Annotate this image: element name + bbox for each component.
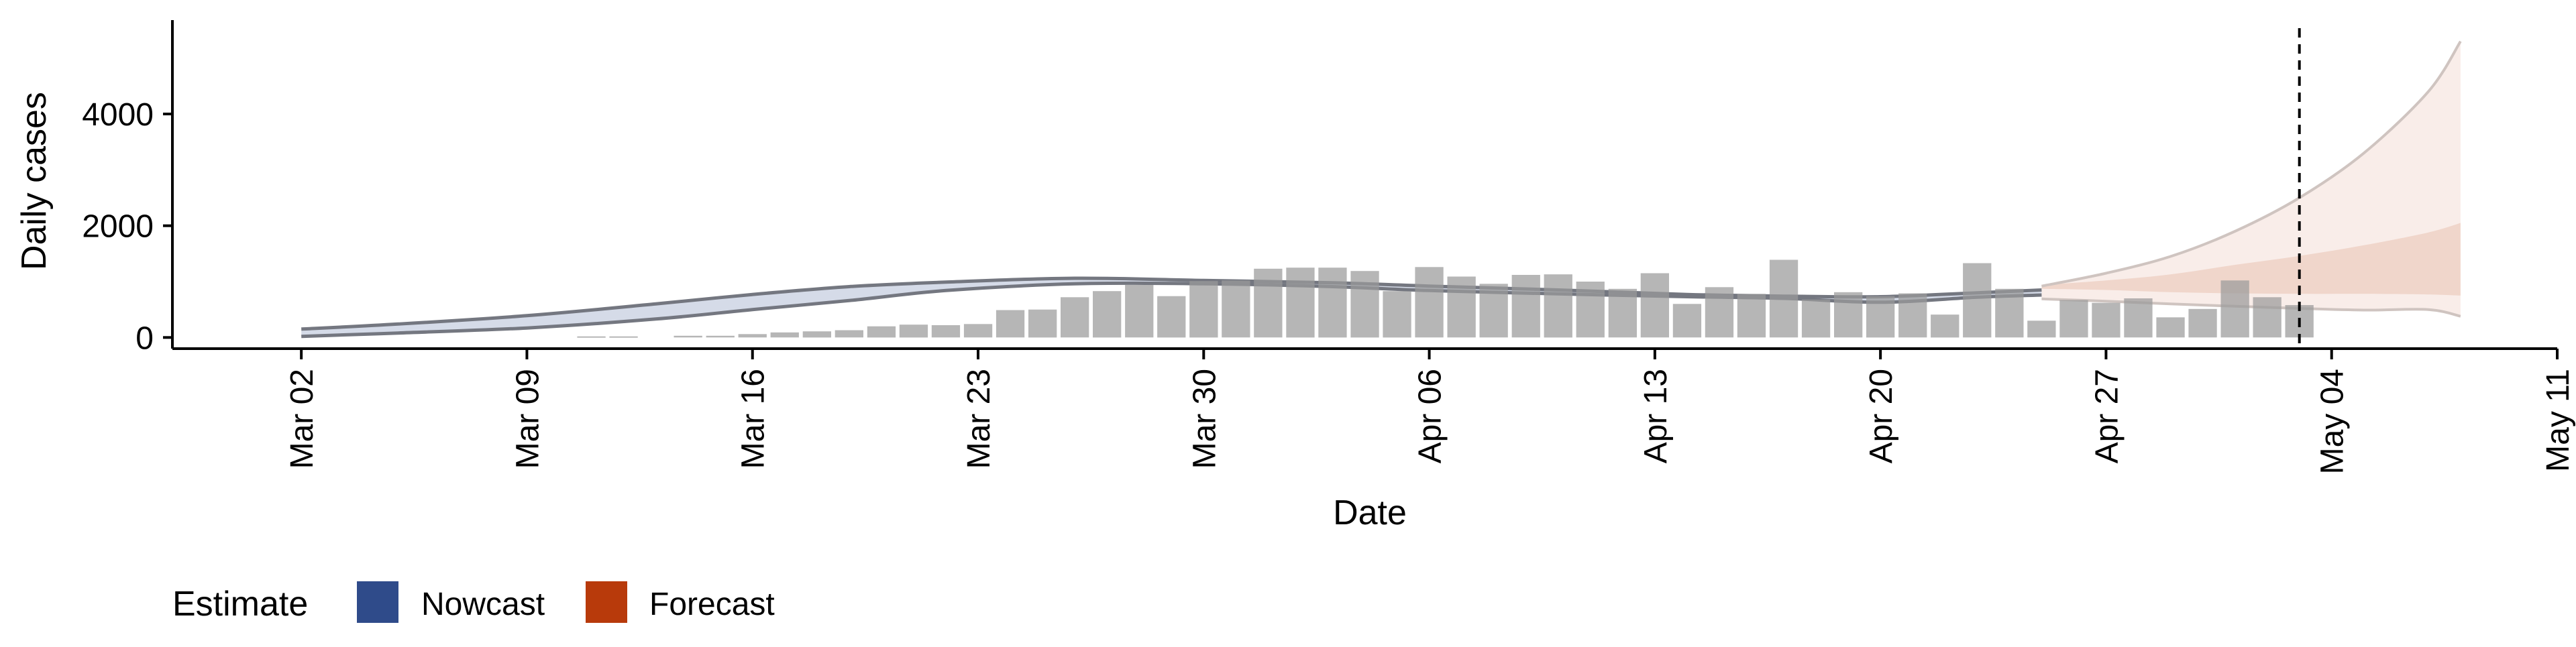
bar xyxy=(1769,259,1799,338)
bar xyxy=(1672,304,1702,338)
bar xyxy=(2092,302,2121,338)
x-tick-label: Apr 20 xyxy=(1864,369,1899,463)
bar xyxy=(1995,288,2024,338)
bar xyxy=(802,331,831,338)
bar xyxy=(609,336,638,338)
bar xyxy=(770,332,799,338)
bar xyxy=(1640,273,1669,338)
legend: Estimate Nowcast Forecast xyxy=(172,581,775,624)
bar xyxy=(1254,268,1283,338)
bar xyxy=(835,330,863,338)
bar xyxy=(963,324,993,338)
y-axis-title: Daily cases xyxy=(15,92,54,270)
x-tick-label: Mar 09 xyxy=(510,369,545,469)
forecast-band-group xyxy=(2041,40,2462,318)
y-tick-label: 4000 xyxy=(82,97,154,133)
x-axis-title: Date xyxy=(1333,493,1407,532)
bar xyxy=(1189,281,1218,338)
legend-title: Estimate xyxy=(172,585,308,624)
bar xyxy=(1125,285,1154,338)
x-tick-label: Mar 02 xyxy=(284,369,320,469)
bar xyxy=(1061,297,1089,338)
bar xyxy=(1544,274,1572,338)
bar xyxy=(1801,299,1831,338)
bar xyxy=(2059,300,2088,338)
bar xyxy=(1963,263,1992,338)
bar xyxy=(2220,280,2249,338)
legend-swatch-nowcast xyxy=(357,581,398,623)
bar xyxy=(2253,297,2282,338)
x-tick-label: May 11 xyxy=(2540,369,2576,472)
forecast-inner-band xyxy=(2041,223,2461,296)
bar xyxy=(674,335,702,338)
x-tick-label: May 04 xyxy=(2315,369,2351,474)
bar xyxy=(1479,284,1508,338)
bar xyxy=(1157,296,1186,338)
bar xyxy=(1737,294,1766,338)
bar xyxy=(1222,280,1250,338)
y-tick-label: 0 xyxy=(136,320,154,356)
bar xyxy=(1898,293,1927,338)
bar xyxy=(1511,275,1540,338)
bar xyxy=(1028,309,1057,338)
bar xyxy=(1866,296,1895,338)
x-tick-label: Apr 13 xyxy=(1638,369,1674,463)
y-tick-label: 2000 xyxy=(82,209,154,245)
bar xyxy=(2156,317,2185,338)
legend-label-forecast: Forecast xyxy=(649,587,775,622)
x-tick-label: Apr 27 xyxy=(2089,369,2125,463)
axes-group: 0 2000 4000 Mar 02 Mar 09 Mar 16 Mar 23 Mar 30 A… xyxy=(82,20,2576,474)
bar-group xyxy=(577,259,2314,338)
x-tick-label: Apr 06 xyxy=(1413,369,1448,463)
bar xyxy=(1383,291,1411,338)
bar xyxy=(2027,320,2056,338)
legend-swatch-forecast xyxy=(586,581,627,623)
bar xyxy=(738,334,767,338)
bar xyxy=(1608,288,1637,338)
bar xyxy=(1318,268,1347,338)
bar xyxy=(706,335,735,338)
forecast-upper-line xyxy=(2041,40,2462,288)
forecast-outer-band xyxy=(2041,41,2461,316)
x-tick-label: Mar 30 xyxy=(1187,369,1222,469)
bar xyxy=(1093,291,1122,338)
bar xyxy=(2124,298,2153,338)
bar xyxy=(1834,292,1863,338)
bar xyxy=(1931,314,1960,338)
bar xyxy=(899,325,928,338)
bar xyxy=(577,336,606,338)
bar xyxy=(1350,271,1379,338)
x-tick-label: Mar 23 xyxy=(961,369,997,469)
bar xyxy=(931,325,961,338)
legend-label-nowcast: Nowcast xyxy=(421,587,545,622)
x-tick-label: Mar 16 xyxy=(736,369,771,469)
bar xyxy=(1286,268,1315,338)
bar xyxy=(1447,276,1476,338)
bar xyxy=(867,326,896,338)
bar xyxy=(1705,287,1734,338)
bar xyxy=(996,310,1025,338)
bar xyxy=(2188,308,2217,338)
bar xyxy=(1415,267,1444,338)
bar xyxy=(1576,282,1605,338)
